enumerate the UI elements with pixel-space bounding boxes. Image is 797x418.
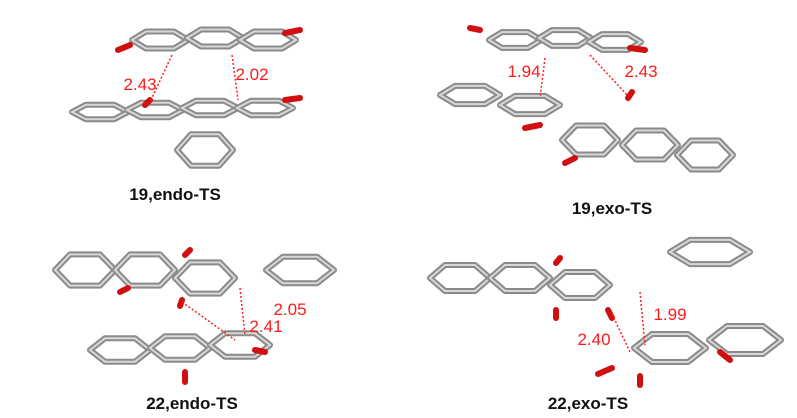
distance-label: 2.43: [624, 62, 657, 81]
oxygen: [598, 368, 612, 374]
panel-label: 19,endo-TS: [129, 185, 221, 204]
distance-label: 2.05: [273, 300, 306, 319]
ring: [115, 254, 175, 285]
panel-label: 22,endo-TS: [146, 394, 238, 413]
panel-label: 19,exo-TS: [572, 199, 652, 218]
oxygen: [285, 98, 300, 100]
distance-label: 2.41: [249, 317, 282, 336]
oxygen: [255, 350, 265, 352]
ring: [177, 134, 233, 166]
molecules: [55, 28, 781, 385]
ring-highlight: [150, 336, 210, 359]
oxygen: [628, 92, 632, 98]
contact: [590, 55, 628, 96]
ring-highlight: [550, 272, 610, 298]
contact: [540, 58, 545, 98]
oxygen: [608, 310, 612, 318]
oxygen: [120, 288, 128, 292]
oxygen: [565, 158, 575, 163]
oxygen: [118, 45, 130, 50]
oxygen: [525, 125, 540, 128]
ring: [677, 141, 733, 170]
oxygen: [145, 100, 150, 105]
ring-highlight: [430, 265, 490, 291]
contact: [240, 288, 245, 335]
panel-label: 22,exo-TS: [548, 394, 628, 413]
oxygen: [556, 258, 560, 263]
contact: [640, 292, 645, 345]
ring: [670, 240, 750, 264]
oxygen: [470, 28, 480, 30]
distance-label: 2.02: [235, 65, 268, 84]
ring-highlight: [490, 265, 550, 291]
distance-label: 1.99: [653, 305, 686, 324]
oxygen: [185, 250, 190, 255]
ring: [266, 257, 334, 284]
distance-label: 2.40: [577, 330, 610, 349]
distance-label: 1.94: [507, 62, 540, 81]
ring: [55, 254, 115, 285]
ring: [634, 334, 706, 362]
contact: [612, 314, 630, 352]
ring: [622, 131, 678, 160]
ring: [562, 126, 618, 155]
ring-highlight: [90, 338, 150, 361]
figure: 19,endo-TS 2.43 2.02 19,exo-TS 1.94 2.43…: [0, 0, 797, 418]
oxygen: [630, 48, 645, 50]
oxygen: [285, 30, 300, 33]
oxygen: [180, 300, 182, 306]
ring: [175, 262, 235, 293]
distance-label: 2.43: [123, 75, 156, 94]
